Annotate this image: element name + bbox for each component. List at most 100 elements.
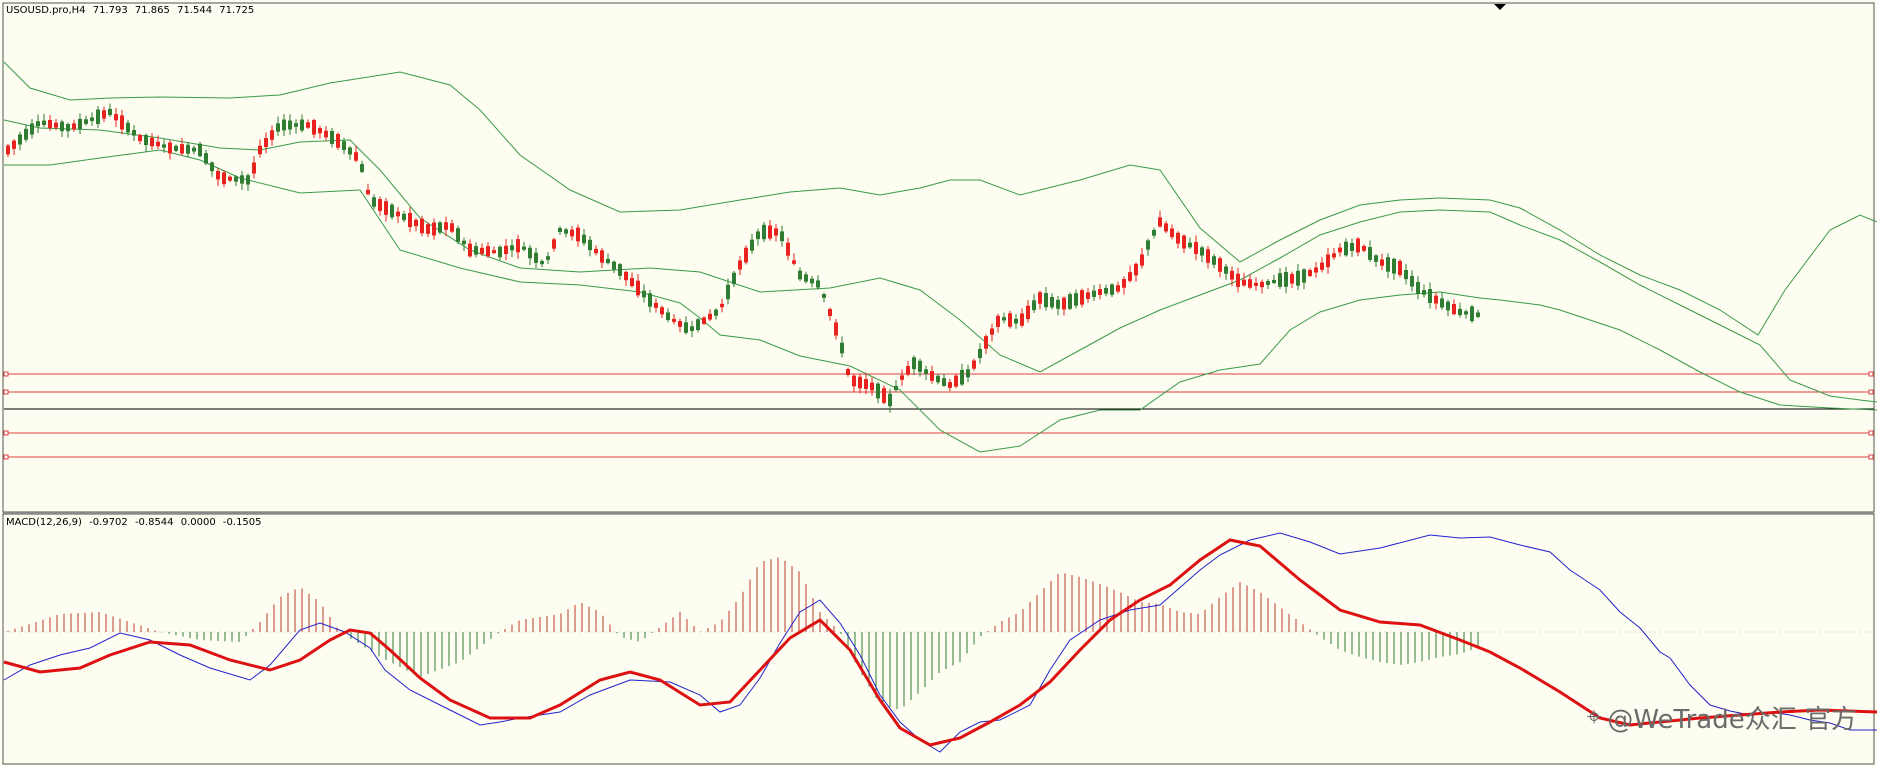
candle-body xyxy=(768,225,772,239)
candle-body xyxy=(414,219,418,227)
candle-body xyxy=(858,376,862,389)
candle-body xyxy=(1410,275,1414,287)
close-price: 71.725 xyxy=(219,5,255,16)
candle-body xyxy=(804,274,808,282)
candle-body xyxy=(630,277,634,287)
candle-body xyxy=(204,153,208,164)
candle-body xyxy=(438,222,442,233)
candle-body xyxy=(174,145,178,151)
candle-body xyxy=(750,239,754,251)
candle-body xyxy=(606,258,610,264)
candle-body xyxy=(504,245,508,254)
candle-body xyxy=(354,152,358,161)
candle-body xyxy=(426,224,430,234)
open-price: 71.793 xyxy=(92,5,128,16)
candle-body xyxy=(366,189,370,195)
candle-body xyxy=(126,122,130,133)
candle-body xyxy=(1452,303,1456,315)
candle-body xyxy=(792,260,796,264)
candle-body xyxy=(66,123,70,132)
candle-body xyxy=(888,393,892,407)
price-pane-frame xyxy=(2,2,1875,513)
candle-body xyxy=(828,309,832,316)
candle-body xyxy=(990,328,994,335)
candle-body xyxy=(402,213,406,221)
candle-body xyxy=(732,272,736,285)
candle-body xyxy=(918,360,922,372)
level-handle-left[interactable] xyxy=(3,454,9,460)
candle-body xyxy=(1110,284,1114,295)
candle-body xyxy=(150,137,154,147)
candle-body xyxy=(906,366,910,375)
macd-value-4: -0.1505 xyxy=(222,517,262,528)
candle-body xyxy=(1092,290,1096,297)
candle-body xyxy=(288,120,292,130)
candle-body xyxy=(1164,223,1168,232)
level-handle-left[interactable] xyxy=(3,389,9,395)
level-handle-right[interactable] xyxy=(1868,430,1874,436)
candle-body xyxy=(576,227,580,242)
candle-body xyxy=(1248,279,1252,288)
candle-body xyxy=(774,228,778,236)
candle-body xyxy=(798,270,802,280)
candle-body xyxy=(558,228,562,232)
candle-body xyxy=(336,134,340,148)
candle-body xyxy=(480,247,484,254)
level-handle-left[interactable] xyxy=(3,430,9,436)
candle-body xyxy=(1362,245,1366,251)
candle-body xyxy=(864,379,868,389)
candle-body xyxy=(1272,279,1276,284)
candle-body xyxy=(1212,256,1216,265)
candle-body xyxy=(948,382,952,388)
candle-body xyxy=(1068,294,1072,309)
candle-body xyxy=(1014,318,1018,324)
bollinger-middle-band xyxy=(3,119,1877,403)
level-handle-right[interactable] xyxy=(1868,389,1874,395)
candlestick-series xyxy=(6,103,1480,413)
candle-body xyxy=(1374,255,1378,262)
candle-body xyxy=(594,248,598,254)
bollinger-upper-band xyxy=(3,61,1877,336)
candle-body xyxy=(1074,293,1078,306)
candle-body xyxy=(96,109,100,125)
candle-body xyxy=(636,280,640,296)
candle-body xyxy=(1116,285,1120,292)
candle-body xyxy=(1416,281,1420,294)
candle-body xyxy=(168,142,172,154)
candle-body xyxy=(762,224,766,240)
candle-body xyxy=(198,143,202,157)
level-handle-left[interactable] xyxy=(3,371,9,377)
candle-body xyxy=(684,322,688,333)
candle-body xyxy=(648,293,652,307)
candle-body xyxy=(1326,254,1330,268)
candle-body xyxy=(1026,305,1030,320)
level-handle-right[interactable] xyxy=(1868,371,1874,377)
candle-body xyxy=(36,121,40,127)
candle-body xyxy=(114,114,118,121)
candle-body xyxy=(960,369,964,385)
candle-body xyxy=(612,261,616,270)
candle-body xyxy=(912,357,916,370)
candle-body xyxy=(738,260,742,270)
candle-body xyxy=(1218,258,1222,272)
candle-body xyxy=(528,247,532,259)
symbol-timeframe: USOUSD.pro,H4 xyxy=(6,5,86,16)
candle-body xyxy=(930,371,934,381)
candle-body xyxy=(1260,281,1264,288)
level-handle-right[interactable] xyxy=(1868,454,1874,460)
candle-body xyxy=(420,218,424,234)
candle-body xyxy=(1368,247,1372,260)
candle-body xyxy=(1188,242,1192,248)
candle-body xyxy=(954,375,958,387)
chart-shift-marker[interactable] xyxy=(1494,4,1506,10)
candle-body xyxy=(1008,313,1012,327)
candle-body xyxy=(1020,313,1024,326)
candle-body xyxy=(870,382,874,391)
candle-body xyxy=(132,130,136,136)
candle-body xyxy=(444,222,448,230)
candle-body xyxy=(1182,235,1186,249)
candle-body xyxy=(510,245,514,251)
candle-body xyxy=(660,307,664,315)
candle-body xyxy=(498,246,502,258)
